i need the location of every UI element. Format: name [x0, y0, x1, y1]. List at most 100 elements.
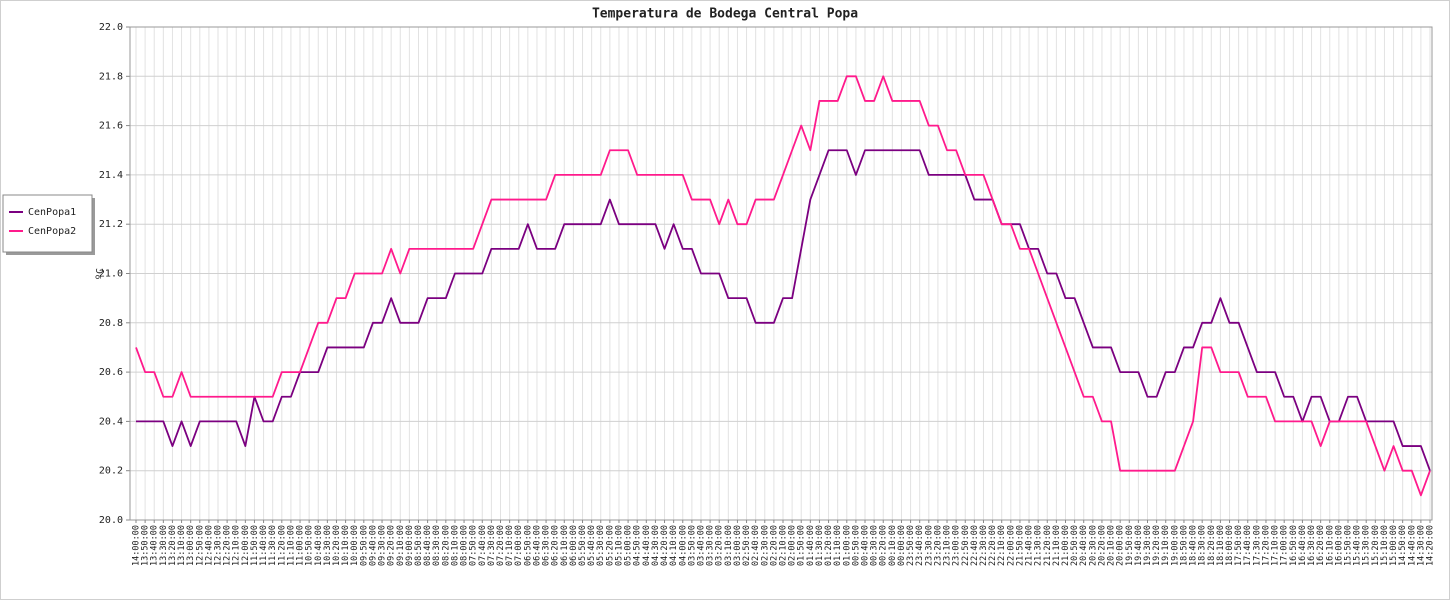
- x-tick-label: 16:40:00: [1298, 525, 1308, 566]
- x-tick-label: 09:40:00: [368, 525, 378, 566]
- x-tick-label: 00:00:00: [897, 525, 907, 566]
- legend-label: CenPopa1: [28, 207, 76, 218]
- x-tick-label: 01:50:00: [797, 525, 807, 566]
- x-tick-label: 22:20:00: [988, 525, 998, 566]
- x-tick-label: 23:00:00: [952, 525, 962, 566]
- x-tick-label: 21:40:00: [1025, 525, 1035, 566]
- x-tick-label: 01:30:00: [815, 525, 825, 566]
- x-tick-label: 14:00:00: [132, 525, 142, 566]
- y-tick-label: 20.8: [99, 318, 123, 329]
- x-tick-label: 05:10:00: [614, 525, 624, 566]
- x-tick-label: 21:10:00: [1052, 525, 1062, 566]
- x-tick-label: 11:50:00: [250, 525, 260, 566]
- x-tick-label: 08:20:00: [441, 525, 451, 566]
- x-tick-label: 17:50:00: [1234, 525, 1244, 566]
- x-tick-label: 00:40:00: [861, 525, 871, 566]
- x-tick-label: 07:50:00: [469, 525, 479, 566]
- x-tick-label: 20:50:00: [1070, 525, 1080, 566]
- x-tick-label: 20:20:00: [1097, 525, 1107, 566]
- x-tick-label: 00:30:00: [870, 525, 880, 566]
- x-tick-label: 10:10:00: [341, 525, 351, 566]
- y-tick-label: 20.2: [99, 466, 123, 477]
- x-tick-label: 20:30:00: [1088, 525, 1098, 566]
- x-tick-label: 12:00:00: [241, 525, 251, 566]
- legend-box: [2, 194, 93, 253]
- x-tick-label: 09:20:00: [387, 525, 397, 566]
- series-line: [135, 75, 1431, 497]
- x-tick-label: 17:40:00: [1243, 525, 1253, 566]
- x-tick-label: 21:50:00: [1015, 525, 1025, 566]
- x-tick-label: 10:00:00: [350, 525, 360, 566]
- x-tick-label: 02:20:00: [769, 525, 779, 566]
- x-tick-label: 22:00:00: [1006, 525, 1016, 566]
- x-tick-label: 00:10:00: [888, 525, 898, 566]
- x-tick-label: 02:00:00: [788, 525, 798, 566]
- x-tick-label: 18:10:00: [1216, 525, 1226, 566]
- x-tick-label: 20:10:00: [1107, 525, 1117, 566]
- x-tick-label: 11:30:00: [268, 525, 278, 566]
- x-tick-label: 08:10:00: [450, 525, 460, 566]
- plot-border: [129, 26, 1433, 521]
- x-tick-label: 04:10:00: [669, 525, 679, 566]
- x-tick-label: 14:20:00: [1426, 525, 1436, 566]
- x-tick-label: 03:40:00: [696, 525, 706, 566]
- x-tick-label: 23:20:00: [933, 525, 943, 566]
- x-tick-label: 04:50:00: [633, 525, 643, 566]
- x-tick-label: 05:40:00: [587, 525, 597, 566]
- x-tick-label: 01:00:00: [842, 525, 852, 566]
- legend-label: CenPopa2: [28, 226, 76, 237]
- x-tick-label: 16:50:00: [1289, 525, 1299, 566]
- x-tick-label: 19:00:00: [1170, 525, 1180, 566]
- x-tick-label: 10:50:00: [305, 525, 315, 566]
- x-tick-label: 23:10:00: [943, 525, 953, 566]
- x-tick-label: 20:00:00: [1116, 525, 1126, 566]
- x-tick-label: 15:40:00: [1353, 525, 1363, 566]
- x-tick-label: 23:30:00: [924, 525, 934, 566]
- x-tick-label: 17:20:00: [1261, 525, 1271, 566]
- x-tick-label: 11:20:00: [277, 525, 287, 566]
- x-tick-label: 16:30:00: [1307, 525, 1317, 566]
- x-tick-label: 06:10:00: [560, 525, 570, 566]
- x-tick-label: 08:50:00: [414, 525, 424, 566]
- x-tick-label: 04:40:00: [642, 525, 652, 566]
- x-tick-label: 02:50:00: [742, 525, 752, 566]
- x-tick-label: 09:50:00: [359, 525, 369, 566]
- x-tick-label: 17:10:00: [1271, 525, 1281, 566]
- y-tick-label: 20.4: [99, 416, 123, 427]
- x-tick-label: 12:50:00: [195, 525, 205, 566]
- x-tick-label: 17:00:00: [1280, 525, 1290, 566]
- x-tick-label: 14:50:00: [1398, 525, 1408, 566]
- x-tick-label: 08:40:00: [423, 525, 433, 566]
- x-tick-label: 14:30:00: [1416, 525, 1426, 566]
- x-tick-label: 06:20:00: [551, 525, 561, 566]
- y-tick-label: 21.2: [99, 219, 123, 230]
- y-tick-label: 20.6: [99, 367, 123, 378]
- x-tick-label: 03:50:00: [687, 525, 697, 566]
- x-tick-label: 06:30:00: [542, 525, 552, 566]
- x-tick-label: 13:30:00: [159, 525, 169, 566]
- x-tick-label: 18:50:00: [1179, 525, 1189, 566]
- x-tick-label: 02:10:00: [779, 525, 789, 566]
- x-tick-label: 18:00:00: [1225, 525, 1235, 566]
- x-tick-label: 06:00:00: [569, 525, 579, 566]
- x-tick-label: 12:10:00: [232, 525, 242, 566]
- x-tick-label: 13:40:00: [150, 525, 160, 566]
- x-tick-label: 04:30:00: [651, 525, 661, 566]
- x-tick-label: 05:20:00: [605, 525, 615, 566]
- x-tick-label: 05:00:00: [624, 525, 634, 566]
- x-tick-label: 02:40:00: [751, 525, 761, 566]
- x-tick-label: 07:00:00: [514, 525, 524, 566]
- x-tick-label: 03:00:00: [733, 525, 743, 566]
- x-tick-label: 22:40:00: [970, 525, 980, 566]
- chart-title: Temperatura de Bodega Central Popa: [592, 7, 858, 22]
- x-tick-label: 19:30:00: [1143, 525, 1153, 566]
- x-tick-label: 18:40:00: [1189, 525, 1199, 566]
- x-tick-label: 11:40:00: [259, 525, 269, 566]
- x-tick-label: 21:20:00: [1043, 525, 1053, 566]
- x-tick-label: 16:20:00: [1316, 525, 1326, 566]
- x-tick-label: 22:50:00: [961, 525, 971, 566]
- x-tick-label: 14:40:00: [1407, 525, 1417, 566]
- x-tick-label: 16:00:00: [1334, 525, 1344, 566]
- x-tick-label: 02:30:00: [760, 525, 770, 566]
